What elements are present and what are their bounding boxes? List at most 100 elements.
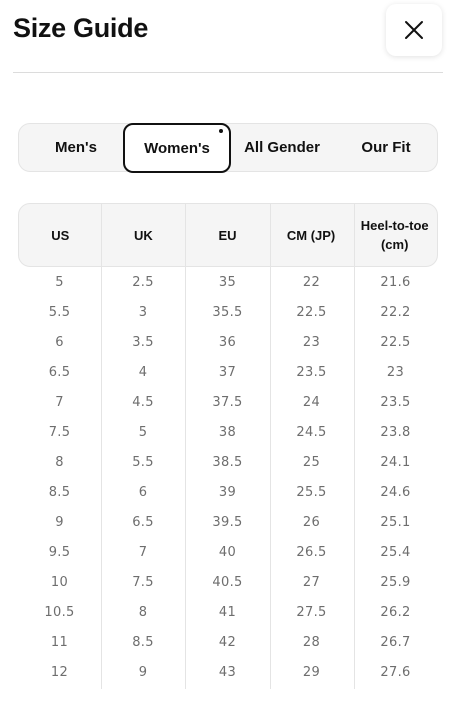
tab-label: Women's [144,139,210,157]
table-cell: 23.5 [296,364,327,380]
table-cell: 8 [138,604,148,620]
header-divider [13,72,443,73]
table-cell: 22.5 [380,334,411,350]
table-cell: 38.5 [212,454,243,470]
column-divider [185,203,186,689]
table-cell: 41 [218,604,237,620]
table-cell: 24.6 [380,484,411,500]
table-cell: 7.5 [132,574,154,590]
table-cell: 23.8 [380,424,411,440]
table-cell: 9 [138,664,148,680]
table-cell: 24 [302,394,321,410]
table-cell: 40 [218,544,237,560]
table-row: 5 2.5 35 22 21.6 [18,267,438,297]
table-cell: 39 [218,484,237,500]
table-cell: 42 [218,634,237,650]
column-header-uk: UK [134,227,153,243]
close-icon [405,21,423,39]
table-cell: 2.5 [132,274,154,290]
table-cell: 38 [218,424,237,440]
table-cell: 43 [218,664,237,680]
table-cell: 10 [50,574,69,590]
table-cell: 25 [302,454,321,470]
table-cell: 6.5 [132,514,154,530]
header: Size Guide [0,0,449,73]
table-cell: 35.5 [212,304,243,320]
table-cell: 3 [138,304,148,320]
table-cell: 3.5 [132,334,154,350]
table-cell: 26.5 [296,544,327,560]
table-cell: 22.5 [296,304,327,320]
tab-mens[interactable]: Men's [27,124,125,171]
table-row: 12 9 43 29 27.6 [18,657,438,687]
table-row: 7 4.5 37.5 24 23.5 [18,387,438,417]
tab-label: All Gender [244,139,320,156]
column-divider [354,203,355,689]
table-cell: 8.5 [48,484,71,500]
table-cell: 5.5 [132,454,154,470]
table-row: 8 5.5 38.5 25 24.1 [18,447,438,477]
table-cell: 27.5 [296,604,327,620]
column-divider [101,203,102,689]
table-cell: 6 [55,334,64,350]
table-cell: 36 [218,334,237,350]
table-row: 7.5 5 38 24.5 23.8 [18,417,438,447]
table-cell: 9.5 [48,544,71,560]
table-row: 10 7.5 40.5 27 25.9 [18,567,438,597]
table-cell: 8.5 [132,634,154,650]
table-cell: 10.5 [44,604,75,620]
table-cell: 39.5 [212,514,243,530]
tab-our-fit[interactable]: Our Fit [337,124,435,171]
tab-all-gender[interactable]: All Gender [232,124,332,171]
table-cell: 23 [302,334,321,350]
tab-womens[interactable]: Women's [123,123,231,173]
tab-label: Men's [55,139,97,156]
table-cell: 40.5 [212,574,243,590]
table-cell: 28 [302,634,321,650]
table-cell: 23 [386,364,405,380]
table-cell: 11 [50,634,69,650]
table-cell: 8 [55,454,64,470]
table-cell: 21.6 [380,274,411,290]
table-row: 6.5 4 37 23.5 23 [18,357,438,387]
table-cell: 26.7 [380,634,411,650]
table-row: 10.5 8 41 27.5 26.2 [18,597,438,627]
table-cell: 9 [55,514,64,530]
column-header-cm-jp: CM (JP) [286,227,336,243]
table-row: 9 6.5 39.5 26 25.1 [18,507,438,537]
table-body: 5 2.5 35 22 21.6 5.5 3 35.5 22.5 22.2 6 3.5 36 23 22.5… [18,267,438,689]
table-cell: 37.5 [212,394,243,410]
table-cell: 23.5 [380,394,411,410]
table-header: US UK EU CM (JP) Heel-to-toe (cm) [18,203,438,267]
table-cell: 37 [218,364,237,380]
table-cell: 25.4 [380,544,411,560]
table-cell: 24.1 [380,454,411,470]
column-divider [270,203,271,689]
size-table: US UK EU CM (JP) Heel-to-toe (cm) 5 2.5 35… [18,203,438,689]
table-cell: 27.6 [380,664,411,680]
close-button[interactable] [386,4,442,56]
table-cell: 29 [302,664,321,680]
table-cell: 24.5 [296,424,327,440]
table-cell: 25.9 [380,574,411,590]
column-header-heel-to-toe: Heel-to-toe (cm) [360,218,429,252]
table-cell: 25.1 [380,514,411,530]
table-cell: 27 [302,574,321,590]
column-header-eu: EU [218,227,237,243]
table-cell: 6 [138,484,148,500]
page-title: Size Guide [13,13,149,43]
table-cell: 22 [302,274,321,290]
tab-label: Our Fit [361,139,411,156]
active-dot [219,129,223,133]
table-cell: 5 [138,424,148,440]
table-row: 6 3.5 36 23 22.5 [18,327,438,357]
table-cell: 6.5 [48,364,71,380]
gender-tabs: Men's Women's All Gender Our Fit [18,123,438,173]
table-row: 8.5 6 39 25.5 24.6 [18,477,438,507]
table-cell: 5.5 [48,304,71,320]
table-cell: 4.5 [132,394,154,410]
table-cell: 25.5 [296,484,327,500]
table-cell: 4 [138,364,148,380]
table-cell: 7 [55,394,64,410]
table-row: 9.5 7 40 26.5 25.4 [18,537,438,567]
